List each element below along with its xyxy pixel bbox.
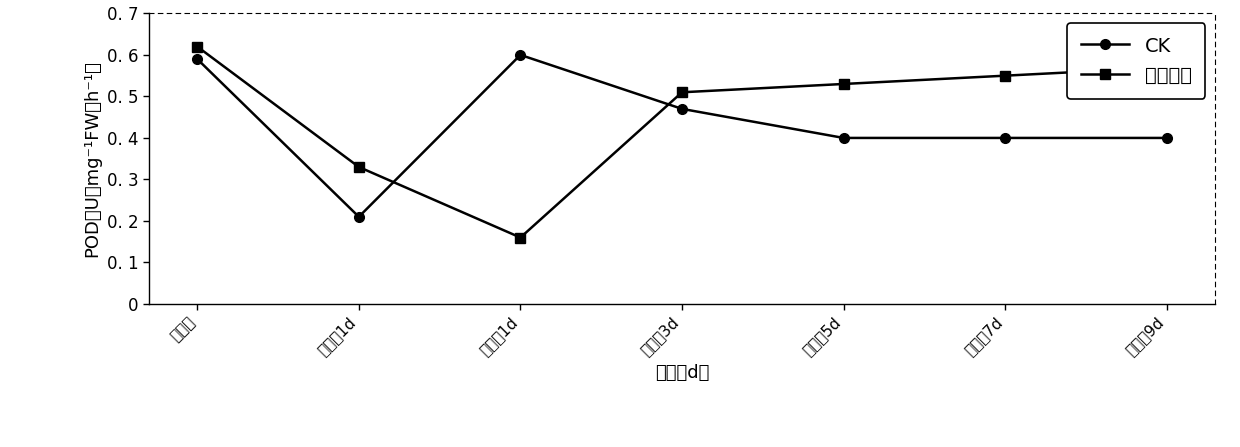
野菊多糖 [998,73,1013,78]
CK [1159,135,1174,141]
野菊多糖 [513,235,528,240]
Y-axis label: POD（U・mg⁻¹FW・h⁻¹）: POD（U・mg⁻¹FW・h⁻¹） [83,60,102,257]
CK [998,135,1013,141]
X-axis label: 时间（d）: 时间（d） [655,364,709,382]
Line: 野菊多糖: 野菊多糖 [192,42,1172,242]
野菊多糖 [1159,65,1174,70]
CK [675,106,689,112]
CK [351,214,366,219]
野菊多糖 [675,89,689,95]
Line: CK: CK [192,50,1172,222]
野菊多糖 [190,44,205,49]
野菊多糖 [836,81,851,87]
野菊多糖 [351,164,366,170]
CK [190,56,205,62]
Legend: CK, 野菊多糖: CK, 野菊多糖 [1068,23,1205,99]
CK [836,135,851,141]
CK [513,52,528,58]
